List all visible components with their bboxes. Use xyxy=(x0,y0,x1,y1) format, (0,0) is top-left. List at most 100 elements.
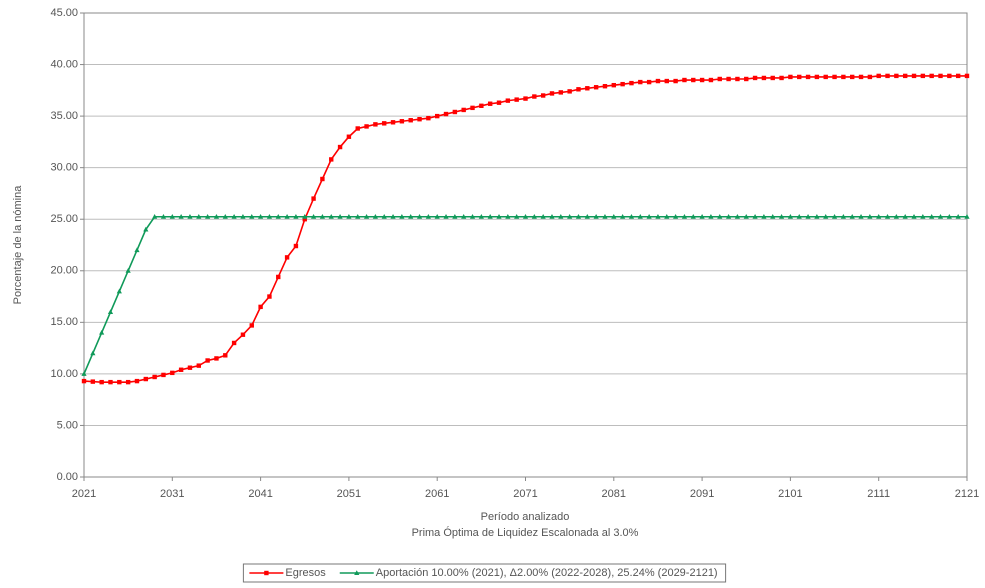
marker xyxy=(452,213,458,219)
marker xyxy=(947,73,952,79)
marker xyxy=(434,213,440,219)
marker xyxy=(479,103,484,108)
x-tick-label: 2121 xyxy=(955,488,979,500)
marker xyxy=(805,74,811,80)
marker xyxy=(938,73,943,79)
y-tick-label: 40.00 xyxy=(50,58,78,70)
marker xyxy=(664,213,670,219)
marker xyxy=(346,213,352,219)
marker xyxy=(81,378,87,384)
marker xyxy=(850,74,855,80)
marker xyxy=(99,329,105,335)
marker xyxy=(170,370,175,376)
marker xyxy=(690,213,696,219)
marker xyxy=(823,213,829,219)
marker xyxy=(964,73,970,79)
marker xyxy=(107,309,114,315)
marker xyxy=(628,213,635,219)
marker xyxy=(134,247,140,253)
y-tick-label: 20.00 xyxy=(50,265,78,277)
marker xyxy=(743,213,749,219)
marker xyxy=(496,213,502,219)
marker xyxy=(787,213,793,219)
marker xyxy=(532,94,537,99)
x-tick-label: 2051 xyxy=(337,488,361,500)
legend-box xyxy=(242,563,727,583)
marker xyxy=(638,79,643,85)
marker xyxy=(267,294,272,299)
marker xyxy=(205,358,210,363)
marker xyxy=(752,75,758,81)
marker xyxy=(540,93,546,98)
marker xyxy=(885,73,890,79)
marker xyxy=(337,144,343,150)
marker xyxy=(735,76,740,82)
marker xyxy=(514,213,520,219)
marker xyxy=(929,73,934,79)
marker xyxy=(319,213,326,219)
marker xyxy=(831,213,838,219)
y-tick-label: 0.00 xyxy=(57,471,78,483)
marker xyxy=(514,97,519,102)
x-tick-label: 2041 xyxy=(248,488,272,500)
marker xyxy=(205,213,211,219)
marker xyxy=(902,213,908,219)
marker xyxy=(328,213,334,219)
marker xyxy=(372,213,378,219)
marker xyxy=(955,213,961,219)
marker xyxy=(399,213,405,219)
marker xyxy=(382,121,387,126)
marker xyxy=(920,73,926,79)
marker xyxy=(373,122,378,127)
marker xyxy=(408,213,414,219)
marker xyxy=(876,213,882,219)
marker xyxy=(708,77,714,83)
marker xyxy=(222,213,228,219)
marker xyxy=(691,77,696,83)
marker xyxy=(178,367,184,372)
marker xyxy=(523,96,528,101)
marker xyxy=(717,213,723,219)
marker xyxy=(302,217,307,222)
marker xyxy=(505,98,511,103)
marker xyxy=(841,74,846,80)
marker xyxy=(223,353,228,358)
marker xyxy=(240,332,246,337)
marker xyxy=(646,79,652,85)
marker xyxy=(284,255,290,260)
marker xyxy=(805,213,811,219)
marker xyxy=(293,213,299,219)
y-tick-label: 25.00 xyxy=(50,213,78,225)
marker xyxy=(540,213,546,219)
marker xyxy=(558,90,564,95)
marker xyxy=(549,91,555,96)
marker xyxy=(725,213,732,219)
marker xyxy=(134,378,140,384)
marker xyxy=(629,80,634,86)
marker xyxy=(796,213,802,219)
marker xyxy=(81,371,87,376)
marker xyxy=(585,86,590,91)
marker xyxy=(734,213,741,219)
y-axis-label: Porcentaje de la nómina xyxy=(12,185,24,305)
marker xyxy=(779,75,784,81)
y-tick-label: 5.00 xyxy=(57,419,78,431)
y-tick-label: 15.00 xyxy=(50,316,78,328)
marker xyxy=(90,350,96,356)
marker xyxy=(381,213,387,219)
marker xyxy=(867,74,873,80)
marker xyxy=(655,213,661,219)
marker xyxy=(664,78,669,84)
marker xyxy=(531,213,537,219)
marker xyxy=(893,213,899,219)
marker xyxy=(152,213,158,219)
marker xyxy=(355,126,360,131)
marker xyxy=(699,213,705,219)
marker xyxy=(937,213,944,219)
marker xyxy=(567,89,572,94)
marker xyxy=(611,213,617,219)
marker xyxy=(116,288,122,294)
marker xyxy=(849,213,855,219)
marker xyxy=(99,379,104,385)
marker xyxy=(620,81,625,87)
